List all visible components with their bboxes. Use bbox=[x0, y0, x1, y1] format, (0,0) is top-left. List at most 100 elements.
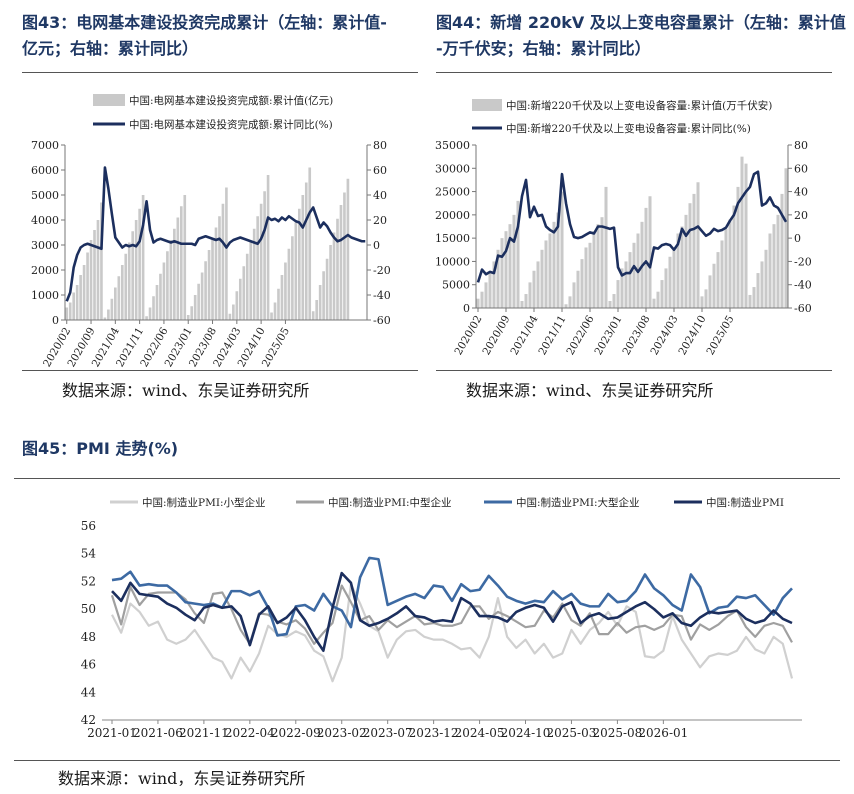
fig45-legend-small-label: 中国:制造业PMI:小型企业 bbox=[142, 496, 266, 509]
fig43-bar bbox=[183, 195, 187, 320]
fig44-legend-bar-label: 中国:新增220千伏及以上变电设备容量:累计值(万千伏安) bbox=[506, 99, 772, 112]
fig43-legend-line-label: 中国:电网基本建设投资完成额:累计同比(%) bbox=[129, 118, 333, 131]
fig44-legend-bar-swatch bbox=[472, 99, 502, 111]
fig44-right-tick-label: -40 bbox=[794, 279, 812, 292]
fig44-bar bbox=[780, 193, 784, 308]
fig44-bar bbox=[664, 268, 668, 308]
fig44-bar bbox=[604, 186, 608, 308]
fig44-right-tick-label: 20 bbox=[794, 209, 808, 222]
fig44-bar bbox=[744, 163, 748, 308]
fig43-bar bbox=[148, 307, 152, 320]
fig44-bar bbox=[628, 252, 632, 308]
fig44-bar bbox=[740, 156, 744, 308]
fig45-legend-all-label: 中国:制造业PMI bbox=[706, 496, 784, 509]
fig45-y-tick-label: 56 bbox=[81, 519, 96, 533]
fig44-bar bbox=[568, 296, 572, 308]
fig44-bar bbox=[692, 193, 696, 308]
fig44-bar bbox=[504, 231, 508, 308]
fig43-legend-bar-label: 中国:电网基本建设投资完成额:累计值(亿元) bbox=[129, 94, 333, 107]
fig44-right-tick-label: 80 bbox=[794, 139, 808, 152]
fig43-bar bbox=[280, 275, 284, 320]
fig43-bar bbox=[100, 202, 103, 320]
fig44-bar bbox=[616, 280, 620, 308]
fig45-y-tick-label: 54 bbox=[81, 547, 97, 561]
fig44-bar bbox=[524, 294, 528, 308]
fig43-bar bbox=[141, 195, 145, 320]
fig43-right-tick-label: -20 bbox=[373, 264, 391, 277]
fig44-line-series bbox=[476, 170, 788, 283]
fig45-line-series bbox=[110, 556, 794, 683]
fig43-bar bbox=[65, 307, 69, 320]
fig44-bar bbox=[532, 270, 536, 308]
fig43-bar bbox=[75, 285, 79, 320]
fig43-title-line2: 亿元；右轴：累计同比） bbox=[22, 39, 199, 58]
fig44-bar bbox=[644, 207, 648, 308]
fig44-bar bbox=[592, 231, 596, 308]
fig43-bar bbox=[304, 182, 308, 320]
fig44-bar bbox=[712, 263, 716, 308]
fig45-axes: 42444648505254562021-012021-062021-11202… bbox=[81, 519, 802, 740]
fig44-bar bbox=[588, 242, 592, 308]
fig43-bar bbox=[214, 227, 218, 320]
fig44-title-line2: -万千伏安；右轴：累计同比） bbox=[436, 39, 651, 58]
fig43-bar bbox=[68, 302, 72, 320]
fig45-legend-mid-label: 中国:制造业PMI:中型企业 bbox=[328, 496, 452, 509]
fig45-legend: 中国:制造业PMI:小型企业 中国:制造业PMI:中型企业 中国:制造业PMI:… bbox=[110, 496, 784, 509]
fig43-bar bbox=[232, 304, 235, 320]
fig43-bar bbox=[86, 252, 89, 320]
fig43-right-tick-label: 40 bbox=[373, 189, 387, 202]
fig45-source-rule bbox=[14, 760, 840, 761]
fig43-bar bbox=[225, 187, 228, 320]
fig43-bar bbox=[332, 232, 336, 320]
fig45-x-tick-label: 2026-01 bbox=[638, 726, 688, 740]
fig45-x-tick-label: 2022-04 bbox=[225, 726, 275, 740]
fig43-bar bbox=[301, 195, 305, 320]
fig44-left-tick-label: 0 bbox=[463, 302, 470, 315]
fig44-bars bbox=[476, 156, 788, 308]
fig44-left-tick-label: 35000 bbox=[435, 139, 470, 152]
fig43-bar bbox=[197, 283, 200, 320]
fig44-right-tick-label: -60 bbox=[794, 302, 812, 315]
fig43-bar bbox=[277, 288, 280, 320]
fig45-y-tick-label: 44 bbox=[81, 685, 97, 699]
fig45-y-tick-label: 42 bbox=[81, 713, 96, 727]
fig43-left-tick-label: 7000 bbox=[31, 139, 59, 152]
fig43-bar bbox=[127, 242, 131, 320]
fig43-rule bbox=[22, 72, 418, 73]
fig43-bar bbox=[297, 208, 301, 320]
fig43-title: 图43：电网基本建设投资完成累计（左轴：累计值- 亿元；右轴：累计同比） bbox=[22, 10, 422, 62]
fig43-bar bbox=[93, 230, 96, 320]
fig44-bar bbox=[612, 294, 616, 308]
fig43-bar bbox=[114, 287, 117, 320]
fig44-bar bbox=[676, 233, 680, 308]
fig43-bar bbox=[131, 231, 135, 320]
fig43-bar bbox=[190, 306, 194, 320]
fig43-right-tick-label: 0 bbox=[373, 239, 380, 252]
fig43-bar bbox=[346, 178, 350, 320]
fig44-bar bbox=[704, 289, 708, 308]
fig44-bar bbox=[528, 282, 532, 308]
fig45-x-tick-label: 2024-05 bbox=[455, 726, 505, 740]
fig44-bar bbox=[576, 270, 580, 308]
fig43-bar bbox=[336, 218, 339, 320]
fig44-right-tick-label: -20 bbox=[794, 255, 812, 268]
fig43-source: 数据来源：wind、东吴证券研究所 bbox=[62, 381, 310, 400]
fig43-bar bbox=[155, 285, 159, 320]
fig43-bar bbox=[263, 191, 266, 320]
fig44-bar bbox=[700, 296, 704, 308]
fig43-bar bbox=[82, 265, 86, 320]
fig45-y-tick-label: 50 bbox=[81, 602, 96, 616]
fig44-bar bbox=[736, 186, 740, 308]
fig43-legend-bar-swatch bbox=[93, 94, 125, 106]
fig43-bar bbox=[242, 266, 246, 320]
fig43-bar bbox=[322, 271, 325, 320]
fig44-left-tick-label: 30000 bbox=[435, 162, 470, 175]
fig43-bar bbox=[152, 296, 155, 320]
fig44-bar bbox=[648, 196, 652, 308]
fig44-bar bbox=[584, 247, 588, 308]
fig43-bar bbox=[291, 236, 294, 320]
fig44-bar bbox=[632, 242, 636, 308]
fig45-series-mid bbox=[110, 584, 793, 645]
fig43-bar bbox=[228, 313, 232, 320]
fig45-series-small bbox=[111, 583, 794, 683]
